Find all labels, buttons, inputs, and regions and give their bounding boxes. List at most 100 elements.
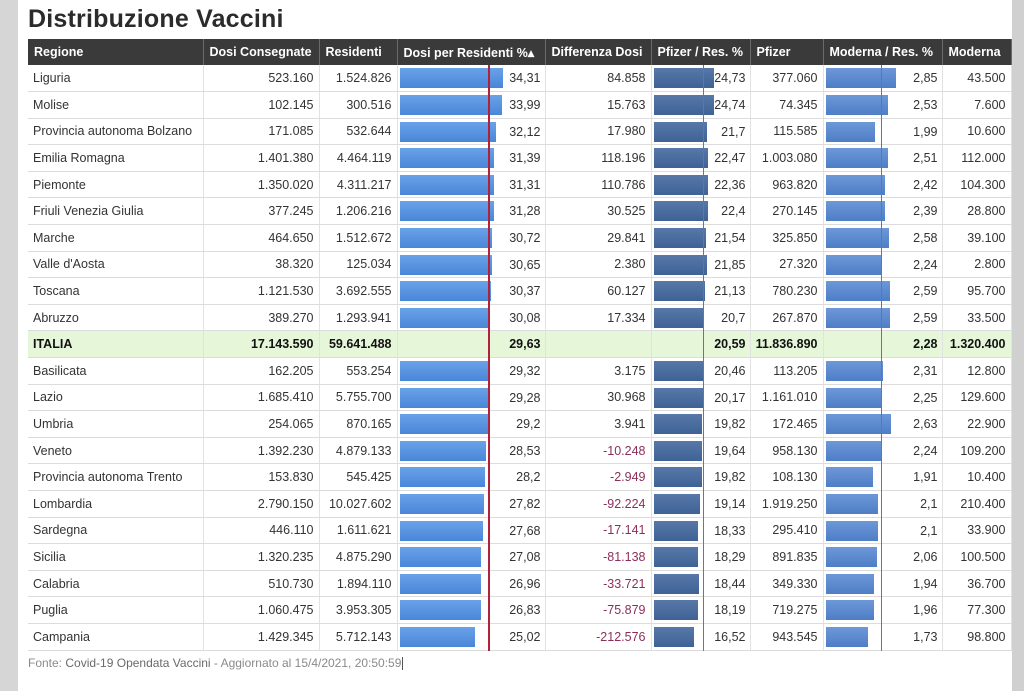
cell-regione: Sicilia [28,543,204,571]
table-row[interactable]: Friuli Venezia Giulia 377.245 1.206.216 31,… [28,197,1012,226]
cell-moderna-res: 2,59 [823,277,943,305]
cell-pfizer: 74.345 [750,91,824,119]
cell-moderna-res: 2,58 [823,224,943,252]
cell-differenza-dosi: 29.841 [545,224,652,252]
cell-differenza-dosi: 17.980 [545,118,652,146]
cell-dosi-per-residenti: 31,28 [397,197,546,226]
cell-regione: Piemonte [28,171,204,199]
table-row[interactable]: Marche 464.650 1.512.672 30,72 29.841 21,54 32… [28,224,1012,252]
cell-residenti: 532.644 [319,118,398,146]
cell-dosi-per-residenti: 25,02 [397,623,546,651]
cell-residenti: 5.755.700 [319,384,398,412]
cell-pfizer: 267.870 [750,304,824,332]
cell-moderna-res: 2,1 [823,517,943,545]
cell-moderna-res-value: 2,28 [913,337,938,352]
cell-regione: Friuli Venezia Giulia [28,197,204,226]
cell-dosi-consegnate: 153.830 [203,463,320,491]
cell-moderna: 210.400 [942,490,1012,518]
cell-moderna-res-bar [825,414,891,435]
cell-moderna-res-value: 2,42 [913,177,938,192]
col-pfizer-res-header[interactable]: Pfizer / Res. % [651,39,751,65]
cell-moderna-res: 2,06 [823,543,943,571]
table-row[interactable]: Lazio 1.685.410 5.755.700 29,28 30.968 20,17 1… [28,384,1012,412]
cell-pfizer: 891.835 [750,543,824,571]
table-row[interactable]: Sicilia 1.320.235 4.875.290 27,08 -81.138 18,… [28,543,1012,571]
cell-dosi-per-residenti: 30,65 [397,251,546,279]
cell-pfizer: 1.161.010 [750,384,824,412]
cell-differenza-dosi: -2.949 [545,463,652,491]
cell-pfizer-res-bar [653,573,699,594]
cell-pfizer-res-value: 22,47 [714,151,746,166]
table-row[interactable]: Basilicata 162.205 553.254 29,32 3.175 20,46 1… [28,357,1012,385]
cell-pfizer-res: 19,64 [651,437,751,465]
table-row[interactable]: Provincia autonoma Trento 153.830 545.425 2… [28,463,1012,491]
cell-dosi-per-residenti-value: 31,31 [509,177,541,192]
cell-dosi-per-residenti: 32,12 [397,118,546,146]
table-row[interactable]: Abruzzo 389.270 1.293.941 30,08 17.334 20,7 26… [28,304,1012,332]
cell-differenza-dosi: 30.525 [545,197,652,226]
table-row[interactable]: Campania 1.429.345 5.712.143 25,02 -212.576 1… [28,623,1012,651]
cell-differenza-dosi: 17.334 [545,304,652,332]
cell-residenti: 4.875.290 [319,543,398,571]
cell-regione: Lombardia [28,490,204,518]
cell-dosi-per-residenti-value: 31,28 [509,204,541,219]
col-moderna-header[interactable]: Moderna [942,39,1012,65]
cell-dosi-per-residenti: 31,39 [397,144,546,172]
table-row[interactable]: Lombardia 2.790.150 10.027.602 27,82 -92.224… [28,490,1012,518]
source-link[interactable]: Covid-19 Opendata Vaccini [65,656,211,670]
cell-pfizer-res: 20,59 [651,330,751,359]
cell-moderna-res: 1,99 [823,118,943,146]
table-row[interactable]: Provincia autonoma Bolzano 171.085 532.644… [28,118,1012,146]
cell-pfizer-res: 18,44 [651,570,751,598]
table-row[interactable]: Molise 102.145 300.516 33,99 15.763 24,74 74.3… [28,91,1012,119]
cell-regione: Calabria [28,570,204,598]
table-row[interactable]: Liguria 523.160 1.524.826 34,31 84.858 24,73 3… [28,65,1012,93]
table-row[interactable]: Veneto 1.392.230 4.879.133 28,53 -10.248 19,6… [28,437,1012,465]
table-row[interactable]: Emilia Romagna 1.401.380 4.464.119 31,39 118… [28,144,1012,172]
cell-residenti: 870.165 [319,410,398,438]
cell-moderna: 100.500 [942,543,1012,571]
cell-moderna-res-value: 2,1 [920,523,938,538]
cell-residenti: 1.894.110 [319,570,398,598]
cell-pfizer: 719.275 [750,596,824,624]
col-pfizer-header[interactable]: Pfizer [750,39,824,65]
cell-moderna-res: 1,96 [823,596,943,624]
table-row[interactable]: Umbria 254.065 870.165 29,2 3.941 19,82 172.46… [28,410,1012,438]
table-row[interactable]: Piemonte 1.350.020 4.311.217 31,31 110.786 22… [28,171,1012,199]
cell-residenti: 1.611.621 [319,517,398,545]
col-residenti-header[interactable]: Residenti [319,39,398,65]
cell-dosi-per-residenti-bar [399,600,481,621]
cell-moderna-res: 2,63 [823,410,943,438]
col-dosi-per-residenti-header[interactable]: Dosi per Residenti %▴ [397,39,546,65]
cell-dosi-per-residenti: 31,31 [397,171,546,199]
table-row[interactable]: Sardegna 446.110 1.611.621 27,68 -17.141 18,3… [28,517,1012,545]
cell-residenti: 125.034 [319,251,398,279]
table-row-total[interactable]: ITALIA 17.143.590 59.641.488 29,63 20,59 11.8… [28,330,1012,359]
cell-differenza-dosi: 3.175 [545,357,652,385]
col-moderna-res-header[interactable]: Moderna / Res. % [823,39,943,65]
cell-dosi-consegnate: 1.121.530 [203,277,320,305]
table-row[interactable]: Calabria 510.730 1.894.110 26,96 -33.721 18,4… [28,570,1012,598]
cell-dosi-consegnate: 17.143.590 [203,330,320,359]
cell-pfizer-res-value: 18,19 [714,603,746,618]
cell-moderna: 33.500 [942,304,1012,332]
cell-pfizer-res-bar [653,494,700,514]
table-row[interactable]: Puglia 1.060.475 3.953.305 26,83 -75.879 18,1… [28,596,1012,624]
cell-dosi-consegnate: 1.320.235 [203,543,320,571]
cell-differenza-dosi [545,330,652,359]
col-regione-header[interactable]: Regione [28,39,204,65]
cell-dosi-per-residenti-value: 30,08 [509,310,541,325]
cell-residenti: 545.425 [319,463,398,491]
cell-moderna-res-value: 2,85 [913,71,938,85]
cell-residenti: 4.879.133 [319,437,398,465]
cell-pfizer-res-bar [653,520,698,541]
table-row[interactable]: Toscana 1.121.530 3.692.555 30,37 60.127 21,1… [28,277,1012,305]
cell-moderna-res: 2,25 [823,384,943,412]
table-row[interactable]: Valle d'Aosta 38.320 125.034 30,65 2.380 21,8… [28,251,1012,279]
cell-residenti: 1.293.941 [319,304,398,332]
col-dosi-consegnate-header[interactable]: Dosi Consegnate [203,39,320,65]
col-differenza-dosi-header[interactable]: Differenza Dosi [545,39,652,65]
cell-dosi-per-residenti-value: 29,2 [516,417,541,432]
cell-regione: Provincia autonoma Bolzano [28,118,204,146]
cell-pfizer-res: 21,54 [651,224,751,252]
